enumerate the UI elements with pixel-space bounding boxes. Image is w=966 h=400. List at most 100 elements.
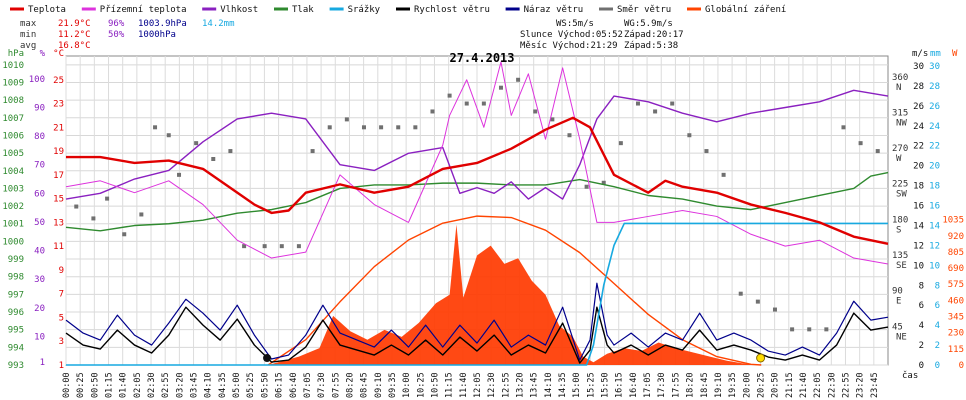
axis-ms-tick: 30 — [913, 62, 924, 72]
axis-mm-tick: 8 — [935, 281, 940, 291]
x-tick-label: 18:20 — [686, 372, 696, 398]
wind-direction-point — [601, 180, 606, 185]
wind-direction-point — [738, 291, 743, 296]
axis-temp-tick: 3 — [59, 337, 64, 347]
axis-hpa-tick: 995 — [8, 326, 24, 336]
x-axis-label: čas — [902, 370, 918, 381]
wind-direction-point — [211, 157, 216, 161]
axis-hpa-tick: 1010 — [2, 61, 24, 71]
info-mesic-zapad: Západ:5:38 — [624, 41, 678, 51]
x-tick-label: 15:25 — [586, 372, 596, 398]
wind-direction-point — [807, 327, 812, 332]
x-tick-label: 22:55 — [841, 372, 851, 398]
axis-dir-tick: 90 — [892, 287, 903, 297]
wind-direction-point — [516, 77, 521, 82]
stats-max-hum: 96% — [108, 19, 125, 29]
axis-w-tick: 1035 — [942, 216, 964, 226]
info-mesic: Měsíc Východ:21:29 — [520, 41, 618, 51]
stats-min-temp: 11.2°C — [58, 30, 91, 40]
x-tick-label: 03:45 — [190, 372, 200, 398]
wind-direction-point — [296, 244, 301, 249]
x-tick-label: 05:00 — [232, 372, 242, 398]
axis-ms-tick: 24 — [913, 122, 924, 132]
wind-direction-point — [755, 299, 760, 304]
axis-mm-tick: 22 — [929, 142, 940, 152]
x-tick-label: 11:40 — [459, 372, 469, 398]
axis-temp-tick: 11 — [53, 242, 64, 252]
wind-direction-point — [858, 141, 863, 146]
axis-dir-tick-label: NE — [896, 332, 907, 342]
series-vlhkost — [65, 89, 889, 200]
axis-dir-tick-label: N — [896, 83, 901, 93]
radiation-measured-area — [268, 224, 762, 365]
axis-dir-tick: 360 — [892, 73, 908, 83]
axis-dir-tick-label: E — [896, 297, 901, 307]
x-tick-label: 13:45 — [530, 372, 540, 398]
x-tick-label: 19:35 — [728, 372, 738, 398]
series-tlak — [65, 171, 889, 232]
legend-label: Rychlost větru — [414, 5, 490, 15]
x-tick-label: 17:55 — [671, 372, 681, 398]
x-tick-label: 02:55 — [161, 372, 171, 398]
stats-max-label: max — [20, 19, 37, 29]
wind-direction-point — [481, 101, 486, 106]
wind-direction-point — [670, 101, 675, 106]
wind-direction-point — [327, 125, 332, 130]
axis-mm-tick: 30 — [929, 62, 940, 72]
axis-hpa-tick: 1007 — [2, 114, 24, 124]
wind-direction-point — [550, 117, 555, 122]
wind-direction-point — [704, 149, 709, 154]
axis-mm-tick: 10 — [929, 261, 940, 271]
axis-ms-tick: 16 — [913, 202, 924, 212]
axis-dir-tick: 135 — [892, 251, 908, 261]
x-tick-label: 06:15 — [275, 372, 285, 398]
axis-hpa-tick: 1006 — [2, 131, 24, 141]
axis-mm-tick: 18 — [929, 182, 940, 192]
axis-hpa-tick: 994 — [8, 343, 24, 353]
axis-ms-tick: 4 — [919, 321, 924, 331]
stats-max-rain: 14.2mm — [202, 19, 235, 29]
axis-w-tick: 0 — [959, 361, 964, 371]
x-tick-label: 05:25 — [246, 372, 256, 398]
axis-dir-tick-label: S — [896, 225, 901, 235]
axis-hpa-tick: 998 — [8, 273, 24, 283]
axis-pct-tick: 20 — [34, 304, 45, 314]
wind-direction-point — [166, 133, 171, 138]
axis-hpa-tick: 1009 — [2, 78, 24, 88]
x-tick-label: 16:15 — [615, 372, 625, 398]
axis-mm-tick: 6 — [935, 301, 940, 311]
axis-hpa-tick: 1004 — [2, 167, 24, 177]
header-info: max 21.9°C 96% 1003.9hPa 14.2mm min 11.2… — [20, 19, 918, 381]
axis-pct-unit: % — [40, 49, 46, 59]
x-tick-label: 23:20 — [856, 372, 866, 398]
axis-hpa-tick: 1008 — [2, 96, 24, 106]
info-slunce: Slunce Východ:05:52 — [520, 30, 623, 40]
x-tick-label: 09:10 — [374, 372, 384, 398]
axis-ms-tick: 6 — [919, 301, 924, 311]
wind-direction-point — [139, 212, 144, 217]
axis-temp-tick: 19 — [53, 147, 64, 157]
x-tick-label: 18:45 — [700, 372, 710, 398]
axis-mm-tick: 16 — [929, 202, 940, 212]
x-tick-label: 10:25 — [416, 372, 426, 398]
legend: Teplota Přízemní teplota Vlhkost Tlak Srážky… — [10, 5, 786, 15]
wind-direction-point — [721, 172, 726, 177]
axis-hpa-tick: 993 — [8, 361, 24, 371]
axis-dir-tick-label: SW — [896, 190, 907, 200]
stats-max-temp: 21.9°C — [58, 19, 91, 29]
axis-mm-tick: 2 — [935, 341, 940, 351]
wind-direction-point — [618, 141, 623, 146]
axis-mm-tick: 24 — [929, 122, 940, 132]
axis-ms-tick: 12 — [913, 241, 924, 251]
x-tick-label: 23:45 — [870, 372, 880, 398]
legend-label: Vlhkost — [220, 5, 258, 15]
axis-pct-tick: 10 — [34, 332, 45, 342]
wind-direction-point — [105, 196, 110, 201]
wind-direction-point — [533, 109, 538, 114]
series-teplota — [66, 116, 889, 245]
x-tick-label: 02:30 — [147, 372, 157, 398]
x-tick-label: 08:20 — [345, 372, 355, 398]
axis-dir-tick: 180 — [892, 215, 908, 225]
x-tick-label: 09:35 — [388, 372, 398, 398]
